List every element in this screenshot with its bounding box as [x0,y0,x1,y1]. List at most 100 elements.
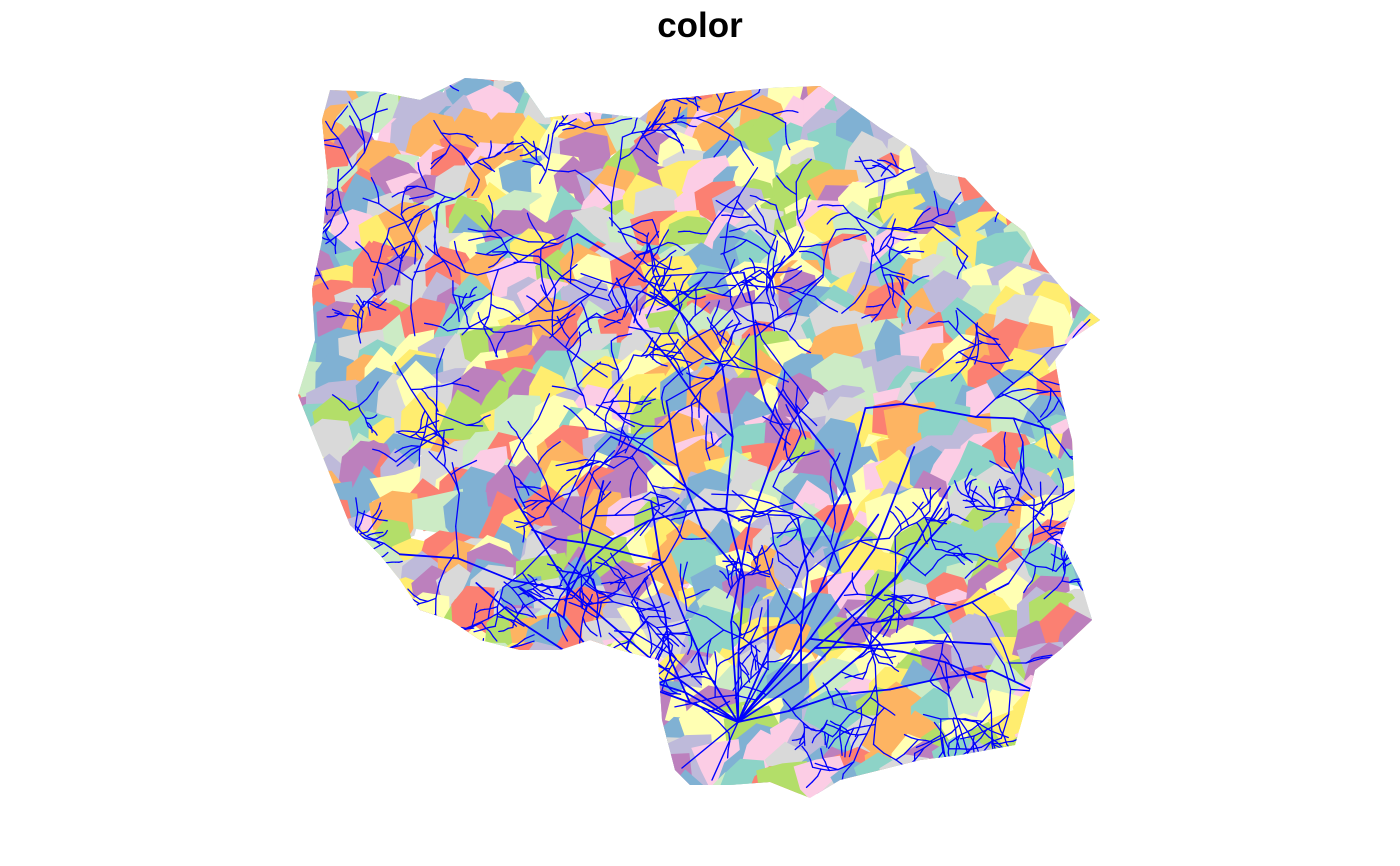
stream-segment [840,744,843,756]
stream-segment [710,431,713,436]
stream-segment [551,759,558,764]
stream-segment [748,504,759,513]
stream-segment [354,665,384,670]
stream-segment [723,337,730,344]
stream-segment [993,367,1001,373]
stream-segment [413,79,433,87]
stream-segment [955,745,958,753]
stream-segment [901,383,920,405]
stream-segment [532,675,538,684]
stream-segment [630,472,635,482]
subbasin-polygon [376,717,431,762]
stream-segment [794,421,800,429]
stream-segment [1001,359,1014,364]
stream-segment [273,546,279,547]
subbasin-polygon [597,78,649,93]
stream-segment [934,793,945,798]
stream-segment [1090,657,1094,663]
stream-segment [1028,483,1033,491]
stream-segment [513,236,529,243]
stream-segment [1133,747,1138,766]
stream-segment [1034,687,1062,692]
stream-segment [530,752,540,756]
stream-segment [764,401,785,431]
stream-segment [1076,512,1084,532]
stream-segment [588,89,591,95]
stream-segment [306,481,313,485]
subbasin-polygon [755,78,805,91]
stream-segment [949,761,952,773]
stream-segment [1004,204,1010,211]
stream-segment [1073,329,1080,338]
stream-segment [605,430,627,438]
stream-segment [577,344,582,353]
stream-segment [746,551,751,554]
stream-segment [749,266,757,269]
stream-segment [704,362,716,365]
stream-segment [671,313,679,325]
stream-segment [936,772,946,779]
stream-segment [546,760,549,768]
subbasin-polygon [314,78,373,81]
stream-segment [1083,451,1090,456]
stream-segment [1020,762,1039,771]
stream-segment [985,510,997,513]
stream-segment [686,372,694,377]
subbasin-polygon [486,673,550,729]
stream-segment [653,665,656,679]
stream-segment [575,740,586,755]
stream-segment [548,608,553,617]
stream-segment [544,318,553,322]
stream-segment [507,742,511,746]
stream-segment [654,653,659,661]
stream-segment [772,472,780,488]
subbasin-polygon [972,753,1029,798]
stream-segment [821,806,825,811]
subbasin-polygon [1074,737,1100,796]
subbasin-polygon [370,616,420,676]
stream-segment [726,570,730,576]
stream-segment [238,191,240,196]
stream-segment [298,522,306,529]
stream-segment [567,651,573,656]
stream-segment [697,400,734,438]
stream-segment [442,430,445,439]
stream-segment [1094,636,1099,646]
stream-segment [650,663,656,666]
stream-segment [949,758,957,763]
stream-segment [435,390,438,415]
stream-segment [568,571,577,574]
stream-segment [540,450,548,459]
stream-segment [1039,408,1048,418]
stream-segment [617,334,624,337]
stream-segment [748,428,785,525]
stream-segment [731,307,749,321]
stream-segment [576,104,582,107]
stream-segment [1029,193,1032,202]
stream-segment [395,85,416,90]
stream-segment [1036,198,1040,203]
stream-segment [580,272,603,282]
stream-segment [829,542,841,570]
stream-segment [483,326,487,334]
stream-segment [305,548,317,551]
stream-segment [478,655,482,663]
stream-segment [524,762,532,767]
subbasin-polygon [949,92,1006,146]
subbasin-polygon [298,680,318,741]
stream-segment [217,175,219,180]
stream-segment [1036,167,1040,175]
stream-segment [1033,210,1038,215]
stream-segment [465,271,478,276]
stream-segment [829,483,835,505]
stream-segment [662,486,675,489]
stream-segment [726,748,729,759]
stream-segment [788,410,793,418]
stream-segment [681,352,689,365]
stream-segment [349,556,353,564]
stream-segment [519,154,526,157]
stream-segment [1036,147,1050,160]
stream-segment [424,264,436,272]
stream-segment [541,701,559,704]
stream-segment [597,556,606,562]
